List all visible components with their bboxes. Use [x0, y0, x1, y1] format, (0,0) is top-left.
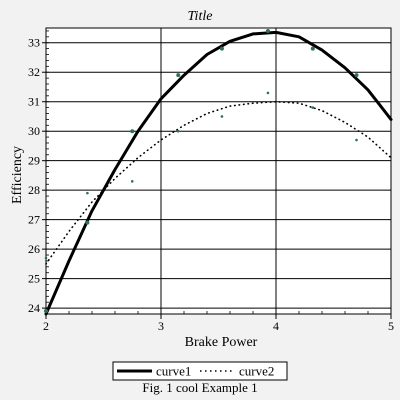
data-point-curve1-4 — [219, 46, 224, 51]
y-tick-label-32: 32 — [28, 65, 40, 79]
x-tick-label-4: 4 — [273, 319, 279, 333]
data-point-curve1-5 — [265, 28, 270, 33]
x-tick-label-2: 2 — [43, 319, 49, 333]
y-tick-label-26: 26 — [28, 242, 40, 256]
y-tick-label-28: 28 — [28, 183, 40, 197]
x-tick-label-5: 5 — [388, 319, 394, 333]
data-point-curve1-3 — [176, 73, 181, 78]
plot-area — [46, 28, 391, 314]
data-point-curve2-0 — [44, 256, 48, 260]
y-tick-label-29: 29 — [28, 154, 40, 168]
data-point-curve2-2 — [130, 180, 134, 183]
legend-label-curve1: curve1 — [156, 364, 191, 379]
y-tick-label-27: 27 — [28, 213, 40, 227]
plot-frame — [45, 27, 392, 315]
data-point-curve2-6 — [311, 106, 315, 109]
series-line-curve1 — [44, 30, 393, 316]
data-point-curve1-7 — [354, 73, 359, 78]
y-tick-label-24: 24 — [28, 301, 40, 315]
series-layer — [44, 28, 393, 316]
data-point-curve2-7 — [355, 138, 358, 142]
y-axis: 24 25 26 27 28 29 30 31 32 33 — [28, 30, 49, 315]
data-point-curve1-6 — [310, 46, 315, 51]
y-axis-label: Efficiency — [10, 146, 25, 204]
y-tick-label-30: 30 — [28, 124, 40, 138]
chart-title: Title — [188, 9, 213, 24]
data-point-curve2-3 — [176, 129, 180, 133]
series-line-curve2 — [45, 100, 392, 265]
y-tick-label-33: 33 — [28, 36, 40, 50]
y-tick-label-31: 31 — [28, 95, 40, 109]
y-tick-label-25: 25 — [28, 272, 40, 286]
data-point-curve2-4 — [220, 115, 224, 118]
data-point-curve1-2 — [130, 129, 135, 134]
legend: curve1 curve2 — [112, 361, 288, 381]
data-point-curve2-5 — [266, 91, 270, 95]
data-point-curve1-1 — [85, 220, 90, 225]
data-point-curve2-1 — [86, 191, 89, 195]
figure-caption: Fig. 1 cool Example 1 — [142, 380, 257, 395]
grid — [45, 28, 392, 314]
data-point-curve1-0 — [44, 309, 48, 314]
x-tick-label-3: 3 — [158, 319, 164, 333]
x-axis-label: Brake Power — [185, 335, 258, 350]
legend-label-curve2: curve2 — [239, 364, 274, 379]
